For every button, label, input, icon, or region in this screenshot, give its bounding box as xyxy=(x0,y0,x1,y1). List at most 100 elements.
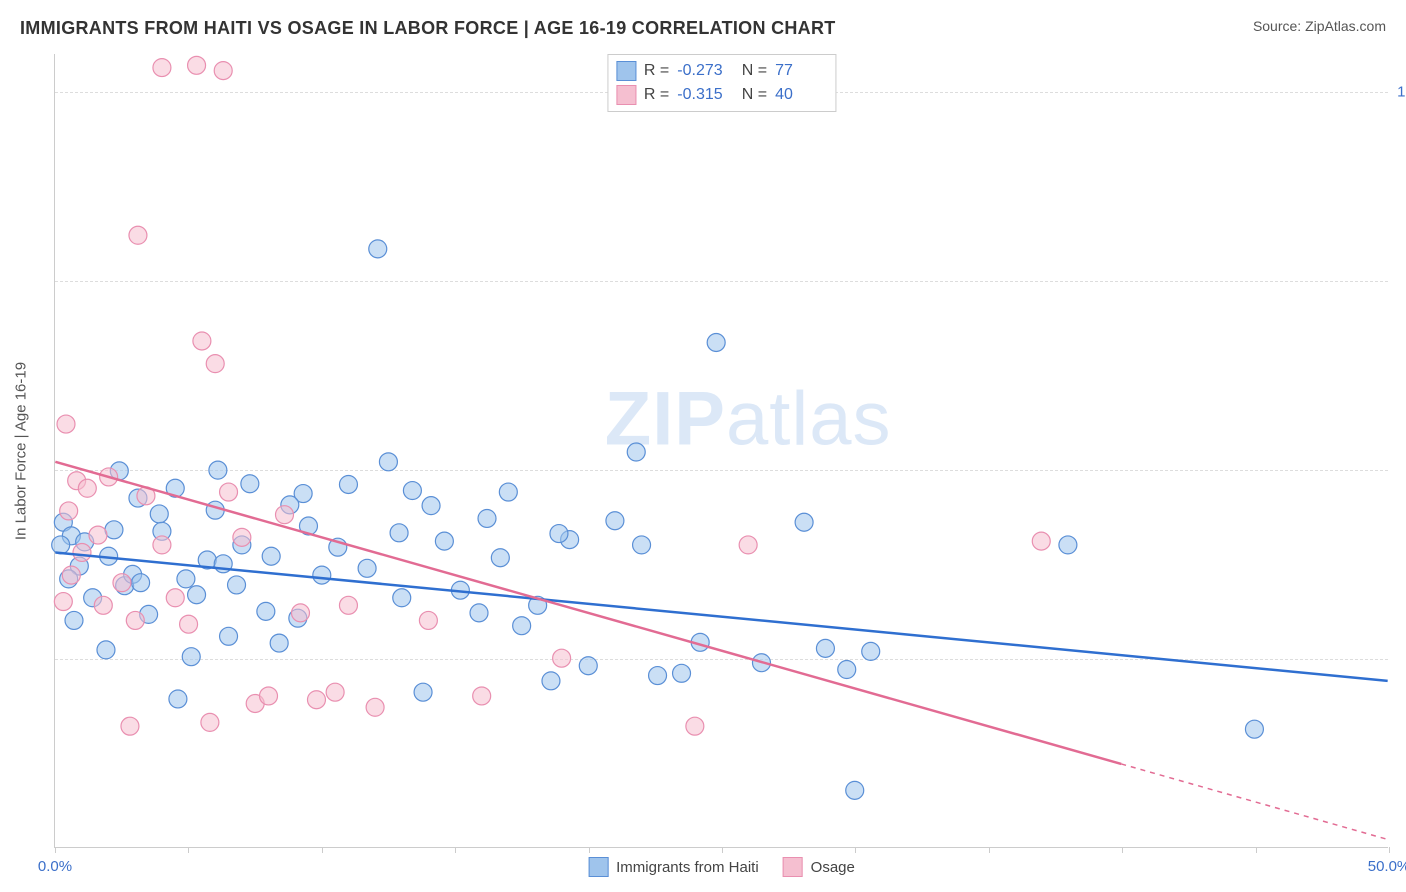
data-point xyxy=(153,59,171,77)
source-label: Source: xyxy=(1253,18,1305,34)
data-point xyxy=(739,536,757,554)
x-tick xyxy=(722,847,723,853)
data-point xyxy=(169,690,187,708)
data-point xyxy=(414,683,432,701)
data-point xyxy=(846,781,864,799)
data-point xyxy=(270,634,288,652)
legend-label: Immigrants from Haiti xyxy=(616,859,759,876)
stat-r-label: R = xyxy=(644,86,669,104)
data-point xyxy=(1245,720,1263,738)
data-point xyxy=(419,611,437,629)
data-point xyxy=(627,443,645,461)
data-point xyxy=(260,687,278,705)
regression-line xyxy=(55,552,1387,680)
data-point xyxy=(54,593,72,611)
data-point xyxy=(276,506,294,524)
data-point xyxy=(550,525,568,543)
data-point xyxy=(326,683,344,701)
legend-item: Immigrants from Haiti xyxy=(588,857,759,877)
x-tick xyxy=(455,847,456,853)
data-point xyxy=(206,355,224,373)
stats-row: R =-0.273 N =77 xyxy=(616,59,827,83)
data-point xyxy=(188,56,206,74)
data-point xyxy=(97,641,115,659)
scatter-plot xyxy=(55,54,1388,847)
data-point xyxy=(491,549,509,567)
data-point xyxy=(369,240,387,258)
data-point xyxy=(129,226,147,244)
source-attribution: Source: ZipAtlas.com xyxy=(1253,18,1386,34)
x-tick xyxy=(55,847,56,853)
data-point xyxy=(209,461,227,479)
data-point xyxy=(193,332,211,350)
data-point xyxy=(57,415,75,433)
legend: Immigrants from Haiti Osage xyxy=(588,857,855,877)
y-tick-label: 75.0% xyxy=(1393,272,1406,289)
data-point xyxy=(132,574,150,592)
data-point xyxy=(52,536,70,554)
stat-r-value: -0.273 xyxy=(677,62,729,80)
data-point xyxy=(177,570,195,588)
data-point xyxy=(606,512,624,530)
stat-n-label: N = xyxy=(737,86,767,104)
data-point xyxy=(470,604,488,622)
data-point xyxy=(1059,536,1077,554)
data-point xyxy=(291,604,309,622)
data-point xyxy=(393,589,411,607)
data-point xyxy=(542,672,560,690)
y-tick-label: 100.0% xyxy=(1393,83,1406,100)
data-point xyxy=(105,521,123,539)
data-point xyxy=(513,617,531,635)
data-point xyxy=(816,639,834,657)
data-point xyxy=(241,475,259,493)
stat-n-value: 40 xyxy=(775,86,827,104)
data-point xyxy=(65,611,83,629)
data-point xyxy=(403,482,421,500)
chart-title: IMMIGRANTS FROM HAITI VS OSAGE IN LABOR … xyxy=(20,18,836,39)
x-tick xyxy=(855,847,856,853)
series-swatch xyxy=(616,85,636,105)
data-point xyxy=(73,543,91,561)
x-tick xyxy=(1122,847,1123,853)
data-point xyxy=(579,657,597,675)
source-name: ZipAtlas.com xyxy=(1305,18,1386,34)
data-point xyxy=(422,497,440,515)
data-point xyxy=(188,586,206,604)
x-tick xyxy=(1256,847,1257,853)
stat-n-value: 77 xyxy=(775,62,827,80)
data-point xyxy=(339,475,357,493)
y-axis-title: In Labor Force | Age 16-19 xyxy=(13,361,30,539)
data-point xyxy=(633,536,651,554)
data-point xyxy=(649,667,667,685)
data-point xyxy=(379,453,397,471)
data-point xyxy=(60,502,78,520)
data-point xyxy=(478,509,496,527)
data-point xyxy=(553,649,571,667)
series-swatch xyxy=(616,61,636,81)
legend-swatch xyxy=(588,857,608,877)
data-point xyxy=(707,334,725,352)
y-tick-label: 50.0% xyxy=(1393,461,1406,478)
data-point xyxy=(257,602,275,620)
data-point xyxy=(435,532,453,550)
stat-r-label: R = xyxy=(644,62,669,80)
data-point xyxy=(121,717,139,735)
data-point xyxy=(366,698,384,716)
data-point xyxy=(313,566,331,584)
data-point xyxy=(358,559,376,577)
data-point xyxy=(686,717,704,735)
data-point xyxy=(62,566,80,584)
data-point xyxy=(166,589,184,607)
x-tick xyxy=(188,847,189,853)
data-point xyxy=(126,611,144,629)
data-point xyxy=(89,526,107,544)
data-point xyxy=(339,596,357,614)
data-point xyxy=(795,513,813,531)
data-point xyxy=(220,483,238,501)
regression-line-extrapolated xyxy=(1121,764,1387,840)
data-point xyxy=(214,62,232,80)
legend-label: Osage xyxy=(811,859,855,876)
data-point xyxy=(473,687,491,705)
data-point xyxy=(113,574,131,592)
legend-item: Osage xyxy=(783,857,855,877)
